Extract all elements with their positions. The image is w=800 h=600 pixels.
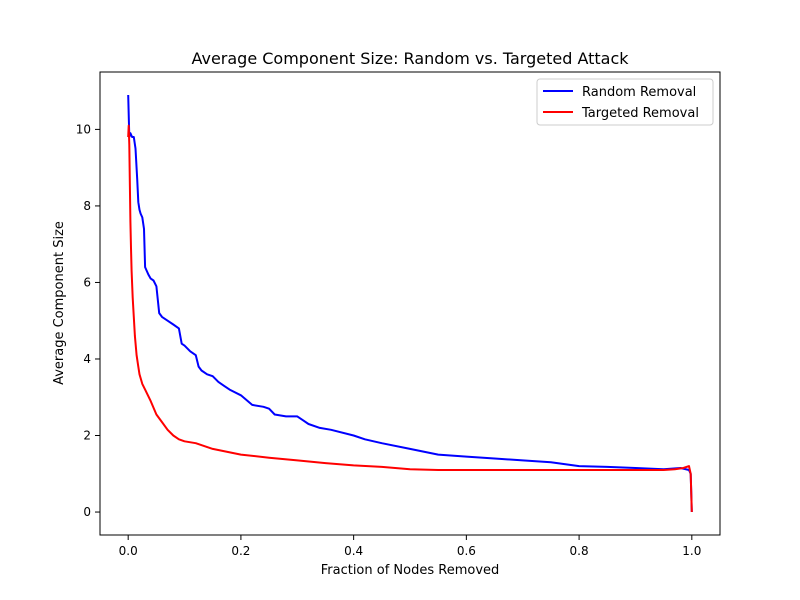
legend-label-targeted: Targeted Removal [581,106,699,121]
y-tick-label: 2 [83,429,91,443]
y-tick-label: 6 [83,275,91,289]
x-axis-label: Fraction of Nodes Removed [321,563,500,578]
plot-frame [99,71,721,536]
x-tick-label: 0.2 [231,544,250,558]
legend-box [536,78,714,126]
x-tick-label: 1.0 [682,544,701,558]
series-line-random-removal [127,94,693,513]
y-tick-label: 8 [83,199,91,213]
y-tick-label: 10 [76,122,91,136]
x-axis-ticks: 0.0 0.2 0.4 0.6 0.8 1.0 [119,535,701,558]
legend-label-random: Random Removal [582,85,696,100]
y-axis-label: Average Component Size [52,221,67,385]
series-layer [127,94,693,513]
legend: Random Removal Targeted Removal [536,78,714,126]
x-tick-label: 0.4 [344,544,363,558]
y-tick-label: 0 [83,505,91,519]
x-tick-label: 0.0 [119,544,138,558]
plot-area [99,71,721,536]
x-tick-label: 0.6 [457,544,476,558]
y-axis-ticks: 0 2 4 6 8 10 [76,122,100,519]
series-line-targeted-removal [127,124,693,513]
chart-title: Average Component Size: Random vs. Targe… [191,49,629,68]
x-tick-label: 0.8 [570,544,589,558]
y-tick-label: 4 [83,352,91,366]
